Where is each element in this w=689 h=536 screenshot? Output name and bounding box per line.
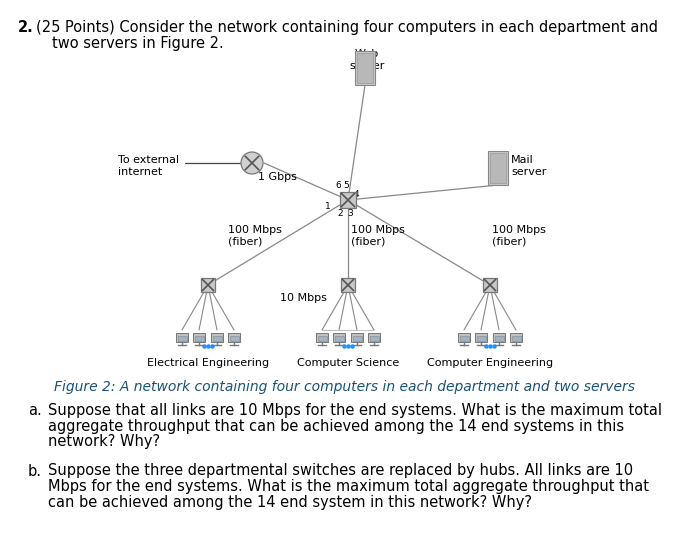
Text: network? Why?: network? Why?: [48, 434, 160, 449]
Polygon shape: [333, 333, 345, 342]
Text: 6: 6: [335, 181, 341, 190]
Circle shape: [241, 152, 263, 174]
Text: Suppose that all links are 10 Mbps for the end systems. What is the maximum tota: Suppose that all links are 10 Mbps for t…: [48, 403, 662, 418]
Polygon shape: [460, 336, 469, 341]
Text: b.: b.: [28, 464, 42, 479]
Text: 100 Mbps
(fiber): 100 Mbps (fiber): [228, 225, 282, 247]
Text: 3: 3: [347, 209, 353, 218]
Polygon shape: [511, 336, 520, 341]
Text: 100 Mbps
(fiber): 100 Mbps (fiber): [351, 225, 405, 247]
Polygon shape: [475, 333, 487, 342]
Polygon shape: [353, 336, 362, 341]
Polygon shape: [357, 53, 373, 83]
Polygon shape: [355, 51, 375, 85]
Text: 5: 5: [343, 181, 349, 190]
Text: aggregate throughput that can be achieved among the 14 end systems in this: aggregate throughput that can be achieve…: [48, 419, 624, 434]
Text: Mail
server: Mail server: [511, 155, 546, 176]
Polygon shape: [458, 333, 470, 342]
Polygon shape: [340, 192, 356, 208]
Polygon shape: [228, 333, 240, 342]
Text: two servers in Figure 2.: two servers in Figure 2.: [52, 36, 224, 51]
Text: Web
server: Web server: [349, 49, 384, 71]
Polygon shape: [369, 336, 378, 341]
Polygon shape: [316, 333, 328, 342]
Polygon shape: [178, 336, 187, 341]
Polygon shape: [212, 336, 221, 341]
Polygon shape: [493, 333, 505, 342]
Polygon shape: [477, 336, 486, 341]
Polygon shape: [334, 336, 344, 341]
Text: Computer Engineering: Computer Engineering: [427, 358, 553, 368]
Text: 100 Mbps
(fiber): 100 Mbps (fiber): [492, 225, 546, 247]
Polygon shape: [211, 333, 223, 342]
Text: Computer Science: Computer Science: [297, 358, 399, 368]
Text: To external
internet: To external internet: [118, 155, 179, 176]
Text: 4: 4: [353, 190, 359, 199]
Text: Mbps for the end systems. What is the maximum total aggregate throughput that: Mbps for the end systems. What is the ma…: [48, 479, 649, 494]
Text: (25 Points) Consider the network containing four computers in each department an: (25 Points) Consider the network contain…: [36, 20, 658, 35]
Polygon shape: [176, 333, 188, 342]
Text: 10 Mbps: 10 Mbps: [280, 293, 327, 303]
Text: Figure 2: A network containing four computers in each department and two servers: Figure 2: A network containing four comp…: [54, 380, 635, 394]
Text: 1 Gbps: 1 Gbps: [258, 172, 297, 182]
Polygon shape: [318, 336, 327, 341]
Text: 2.: 2.: [18, 20, 34, 35]
Polygon shape: [229, 336, 238, 341]
Polygon shape: [483, 278, 497, 292]
Polygon shape: [201, 278, 215, 292]
Polygon shape: [368, 333, 380, 342]
Polygon shape: [341, 278, 355, 292]
Polygon shape: [193, 333, 205, 342]
Polygon shape: [495, 336, 504, 341]
Text: 1: 1: [325, 202, 331, 211]
Text: a.: a.: [28, 403, 42, 418]
Polygon shape: [194, 336, 203, 341]
Polygon shape: [490, 153, 506, 183]
Text: can be achieved among the 14 end system in this network? Why?: can be achieved among the 14 end system …: [48, 495, 532, 510]
Text: Suppose the three departmental switches are replaced by hubs. All links are 10: Suppose the three departmental switches …: [48, 464, 633, 479]
Text: Electrical Engineering: Electrical Engineering: [147, 358, 269, 368]
Polygon shape: [351, 333, 363, 342]
Polygon shape: [488, 151, 508, 185]
Text: 2: 2: [337, 209, 343, 218]
Polygon shape: [510, 333, 522, 342]
